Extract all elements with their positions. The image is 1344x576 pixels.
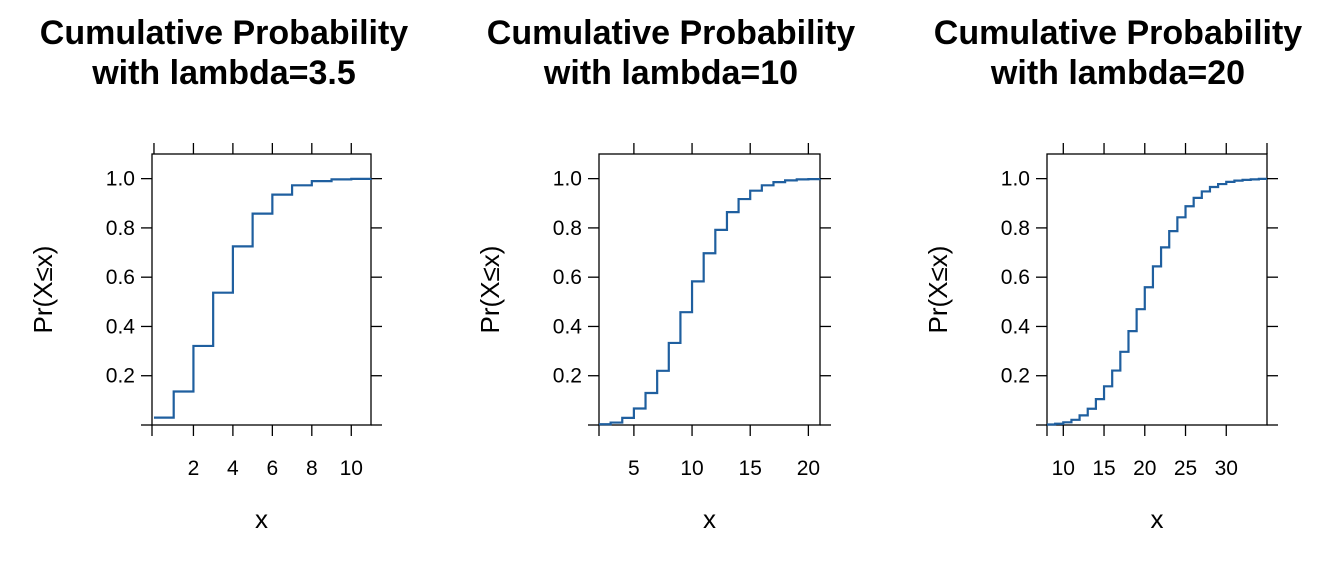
y-tick-label: 1.0 (1001, 168, 1030, 191)
chart-title-line-2: with lambda=10 (543, 54, 798, 92)
x-axis-label: x (255, 504, 268, 534)
x-tick-label: 20 (1133, 457, 1156, 480)
y-tick-label: 0.4 (1001, 315, 1031, 338)
x-tick-label: 6 (267, 457, 279, 480)
y-tick-label: 0.8 (553, 217, 582, 240)
y-tick-label: 0.8 (106, 217, 135, 240)
chart-title-line-1: Cumulative Probability (487, 14, 855, 52)
cdf-step-series (153, 177, 373, 419)
chart-title-line-1: Cumulative Probability (934, 14, 1302, 52)
x-tick-label: 25 (1174, 457, 1197, 480)
y-tick-label: 0.6 (106, 266, 135, 289)
chart-title-line-1: Cumulative Probability (40, 14, 408, 52)
plot-frame (1046, 153, 1268, 426)
x-axis-label: x (1151, 504, 1164, 534)
y-axis-label: Pr(X≤x) (923, 246, 953, 334)
x-tick-label: 10 (1052, 457, 1075, 480)
x-tick-label: 15 (739, 457, 762, 480)
y-tick-label: 1.0 (553, 168, 582, 191)
x-axis-label: x (703, 504, 716, 534)
y-tick-label: 0.4 (553, 315, 583, 338)
y-tick-label: 0.8 (1001, 217, 1030, 240)
plot-frame (598, 153, 821, 426)
x-tick-label: 4 (227, 457, 239, 480)
y-axis-label: Pr(X≤x) (475, 246, 505, 334)
plot-frame (151, 153, 372, 426)
y-axis-label: Pr(X≤x) (28, 246, 58, 334)
cdf-step-series (1047, 177, 1267, 426)
y-tick-label: 1.0 (106, 168, 135, 191)
x-tick-label: 10 (340, 457, 363, 480)
x-tick-label: 2 (188, 457, 200, 480)
chart-title-line-2: with lambda=3.5 (91, 54, 356, 92)
y-tick-label: 0.6 (553, 266, 582, 289)
y-tick-label: 0.2 (553, 365, 582, 388)
x-tick-label: 5 (628, 457, 640, 480)
y-tick-label: 0.6 (1001, 266, 1030, 289)
y-tick-label: 0.2 (106, 365, 135, 388)
x-tick-label: 8 (306, 457, 318, 480)
x-tick-label: 10 (680, 457, 703, 480)
y-tick-label: 0.4 (106, 315, 136, 338)
x-tick-label: 15 (1092, 457, 1115, 480)
y-tick-label: 0.2 (1001, 365, 1030, 388)
x-tick-label: 30 (1215, 457, 1238, 480)
x-tick-label: 20 (797, 457, 820, 480)
chart-title-line-2: with lambda=20 (990, 54, 1245, 92)
cdf-step-series (599, 178, 822, 426)
